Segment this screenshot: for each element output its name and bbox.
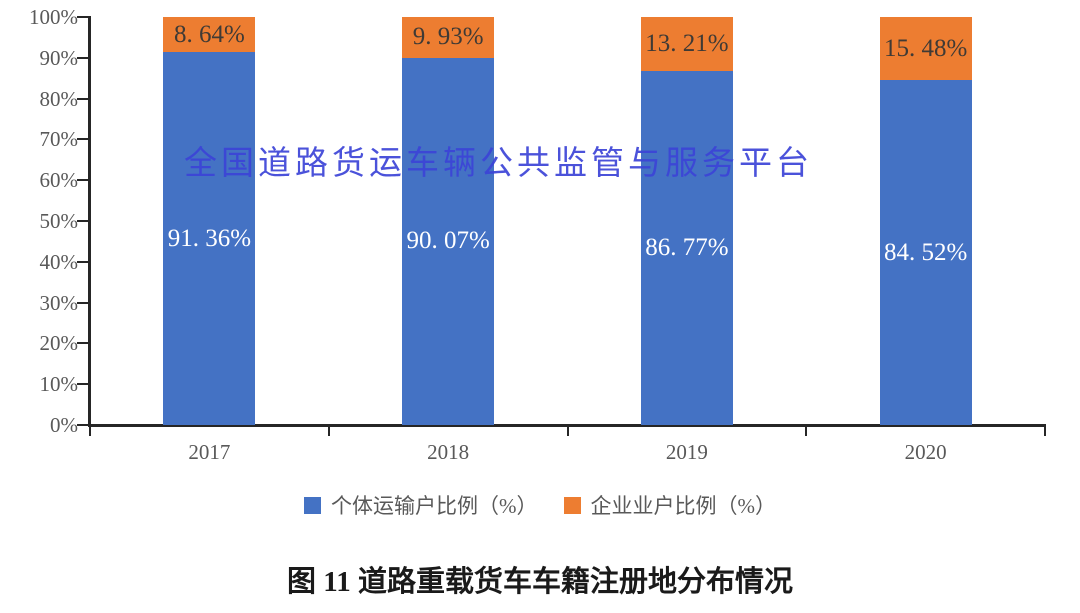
y-tick-mark [77,260,89,263]
y-tick-mark [77,56,89,59]
legend-entry-0: 个体运输户比例（%） [304,490,538,520]
x-tick-label-2020: 2020 [904,440,947,464]
plot-area: 全国道路货运车辆公共监管与服务平台 0% 10% 20% 30% 40% 50% 60% 70… [29,5,1046,464]
bar-value-label-individual: 91. 36% [167,224,252,252]
x-tick-label-2017: 2017 [188,440,231,464]
legend-label: 个体运输户比例（%） [331,494,538,518]
bar-segment-enterprise-2019: 13. 21% [640,17,733,71]
bar-value-label-enterprise: 15. 48% [883,34,968,62]
x-tick-mark [805,427,808,436]
y-tick-mark [77,424,89,426]
bar-segment-individual-2019: 86. 77% [640,70,733,425]
bar-group-2017: 8. 64% 91. 36% [163,17,256,425]
y-tick-label: 0% [50,413,78,437]
bar-value-label-individual: 90. 07% [406,227,490,255]
bar-segment-individual-2020: 84. 52% [879,80,972,425]
bar-value-label-individual: 84. 52% [883,238,968,266]
x-tick-mark [1044,427,1046,436]
y-tick-mark [77,342,89,345]
y-tick-label: 20% [39,331,79,356]
bar-segment-enterprise-2017: 8. 64% [163,17,256,53]
legend-swatch-icon [563,496,581,514]
x-tick-mark [89,427,91,436]
x-tick-label-2018: 2018 [427,440,470,464]
bar-segment-enterprise-2020: 15. 48% [879,17,972,81]
bar-value-label-enterprise: 13. 21% [645,30,729,58]
y-tick-mark [77,138,89,141]
legend: 个体运输户比例（%） 企业业户比例（%） [0,490,1080,520]
bar-segment-individual-2017: 91. 36% [163,52,256,425]
bar-group-2019: 13. 21% 86. 77% [640,17,733,425]
y-tick-label: 70% [39,127,79,152]
bar-segment-individual-2018: 90. 07% [402,57,495,425]
y-tick-label: 10% [39,372,79,397]
y-tick-label: 80% [39,86,79,111]
bar-group-2018: 9. 93% 90. 07% [402,17,495,425]
y-tick-label: 30% [39,290,79,315]
x-tick-mark [327,427,330,436]
y-tick-label: 40% [39,249,79,274]
legend-swatch-icon [304,496,321,514]
bar-value-label-enterprise: 9. 93% [412,23,484,51]
figure-caption: 图 11 道路重载货车车籍注册地分布情况 [287,566,793,598]
y-tick-label: 90% [39,45,79,70]
y-tick-mark [77,301,89,304]
y-tick-label: 50% [39,209,79,233]
bar-value-label-individual: 86. 77% [645,233,729,261]
y-tick-label: 100% [29,5,78,29]
x-tick-label-2019: 2019 [665,440,708,464]
watermark-text: 全国道路货运车辆公共监管与服务平台 [184,144,813,181]
x-axis-line [88,424,1046,427]
y-tick-mark [77,220,89,222]
legend-label: 企业业户比例（%） [590,494,777,518]
y-tick-label: 60% [39,168,79,193]
x-tick-mark [566,427,569,436]
y-tick-mark [77,97,89,100]
bar-group-2020: 15. 48% 84. 52% [879,17,972,425]
y-tick-mark [77,16,89,18]
y-tick-mark [77,383,89,386]
y-axis-line [88,16,91,426]
bar-segment-enterprise-2018: 9. 93% [402,17,495,58]
legend-entry-1: 企业业户比例（%） [563,490,777,520]
y-tick-mark [77,179,89,182]
bar-value-label-enterprise: 8. 64% [173,20,245,48]
